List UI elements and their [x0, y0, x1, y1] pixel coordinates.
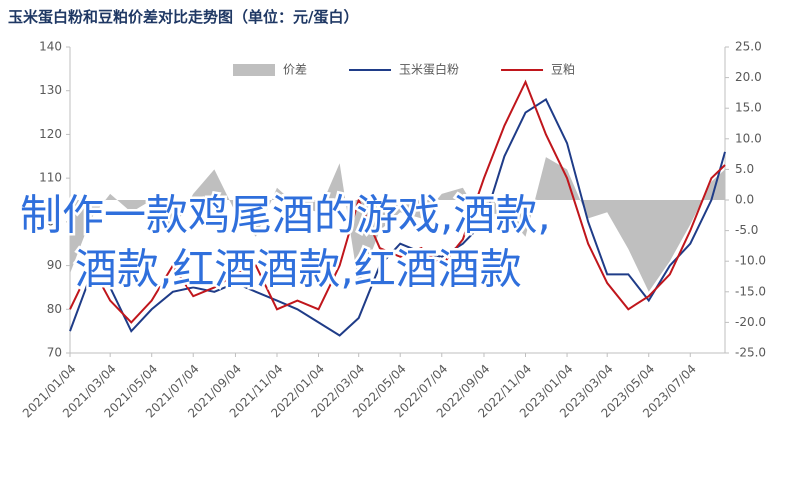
area [70, 157, 725, 292]
overlay-text: 制作一款鸡尾酒的游戏,酒款, [20, 191, 551, 240]
y2-tick-label: 0.0 [735, 193, 754, 207]
y-tick-label: 70 [47, 346, 62, 360]
y-tick-label: 120 [39, 127, 62, 141]
overlay-text: 酒款,红酒酒款,红酒酒款 [75, 245, 522, 294]
legend-label: 价差 [283, 63, 307, 77]
y2-tick-label: -15.0 [735, 284, 766, 298]
y2-tick-label: 20.0 [735, 70, 762, 84]
line [69, 98, 726, 337]
y2-tick-label: 10.0 [735, 131, 762, 145]
y-tick-label: 130 [39, 83, 62, 97]
y2-tick-label: -5.0 [735, 223, 758, 237]
y-tick-label: 90 [47, 258, 62, 272]
y2-tick-label: -25.0 [735, 346, 766, 360]
y-tick-label: 100 [39, 214, 62, 228]
y2-tick-label: -10.0 [735, 254, 766, 268]
y-tick-label: 80 [47, 302, 62, 316]
y2-tick-label: -20.0 [735, 315, 766, 329]
legend-label: 玉米蛋白粉 [399, 62, 459, 77]
chart-title: 玉米蛋白粉和豆粕价差对比走势图（单位：元/蛋白） [8, 8, 358, 26]
y-tick-label: 110 [39, 171, 62, 185]
legend-swatch [233, 64, 275, 76]
y2-tick-label: 15.0 [735, 101, 762, 115]
y-tick-label: 140 [39, 40, 62, 54]
y2-tick-label: 25.0 [735, 40, 762, 54]
legend-label: 豆粕 [551, 62, 575, 77]
y2-tick-label: 5.0 [735, 162, 754, 176]
line [69, 79, 726, 324]
